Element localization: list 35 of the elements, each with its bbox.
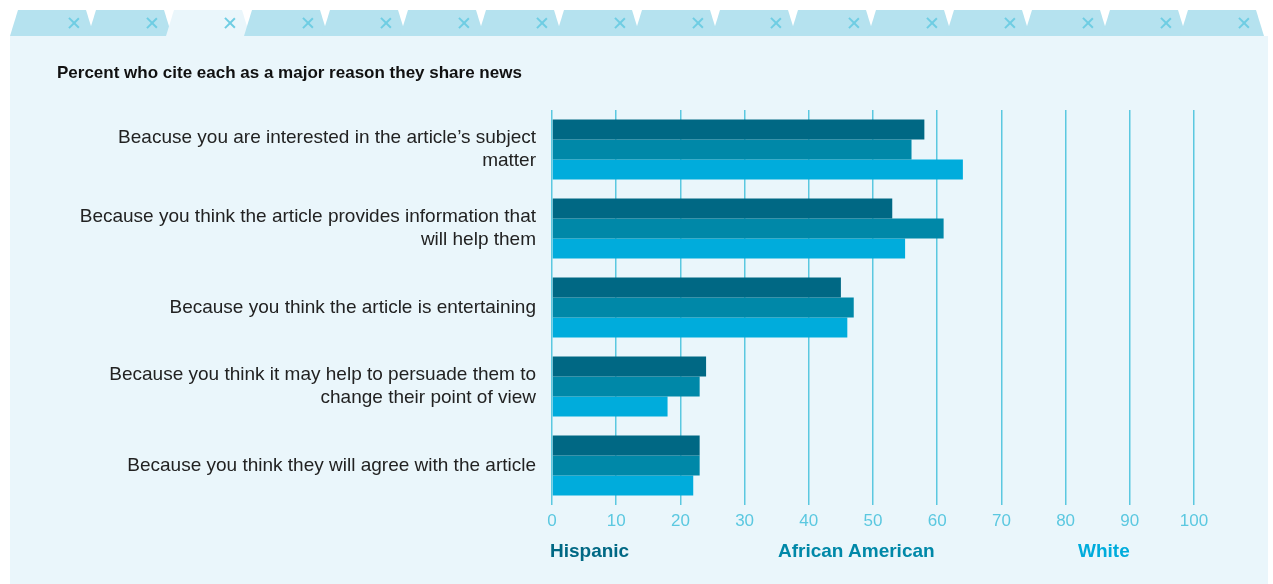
x-tick-label: 20 [670,510,690,530]
x-tick-label: 70 [991,510,1011,530]
x-tick-label: 100 [1179,510,1209,530]
bar [552,475,694,496]
text: African American [778,540,935,562]
text: White [1078,540,1130,562]
bar [552,435,700,456]
bar [552,159,963,180]
x-tick-label: 30 [735,510,755,530]
x-tick-label: 40 [799,510,819,530]
text: Percent who cite each as a major reason they share news [57,63,522,83]
text: Hispanic [550,540,630,562]
x-tick-label: 80 [1056,510,1076,530]
bar [552,297,854,318]
bar [552,455,700,476]
bar [552,139,912,160]
bar [552,238,906,259]
y-tick-label: Beacuse you are interested in the article’s subject matter [118,126,537,171]
y-tick-label: Because you think it may help to persuade them to change their point of view [109,363,537,408]
x-tick-label: 90 [1120,510,1140,530]
bar [552,277,841,298]
y-tick-label: Because you think they will agree with the article [127,453,536,475]
x-tick-label: 50 [863,510,883,530]
y-tick-label: Because you think the article is entertaining [169,295,536,317]
bar [552,317,848,338]
bar [552,198,893,219]
bar [552,396,668,417]
bar [552,218,944,239]
bar [552,119,925,140]
y-tick-label: Because you think the article provides information that will help them [79,205,537,250]
bar [552,356,707,377]
x-tick-label: 60 [927,510,947,530]
x-tick-label: 0 [547,510,557,530]
bar [552,376,700,397]
x-tick-label: 10 [606,510,626,530]
